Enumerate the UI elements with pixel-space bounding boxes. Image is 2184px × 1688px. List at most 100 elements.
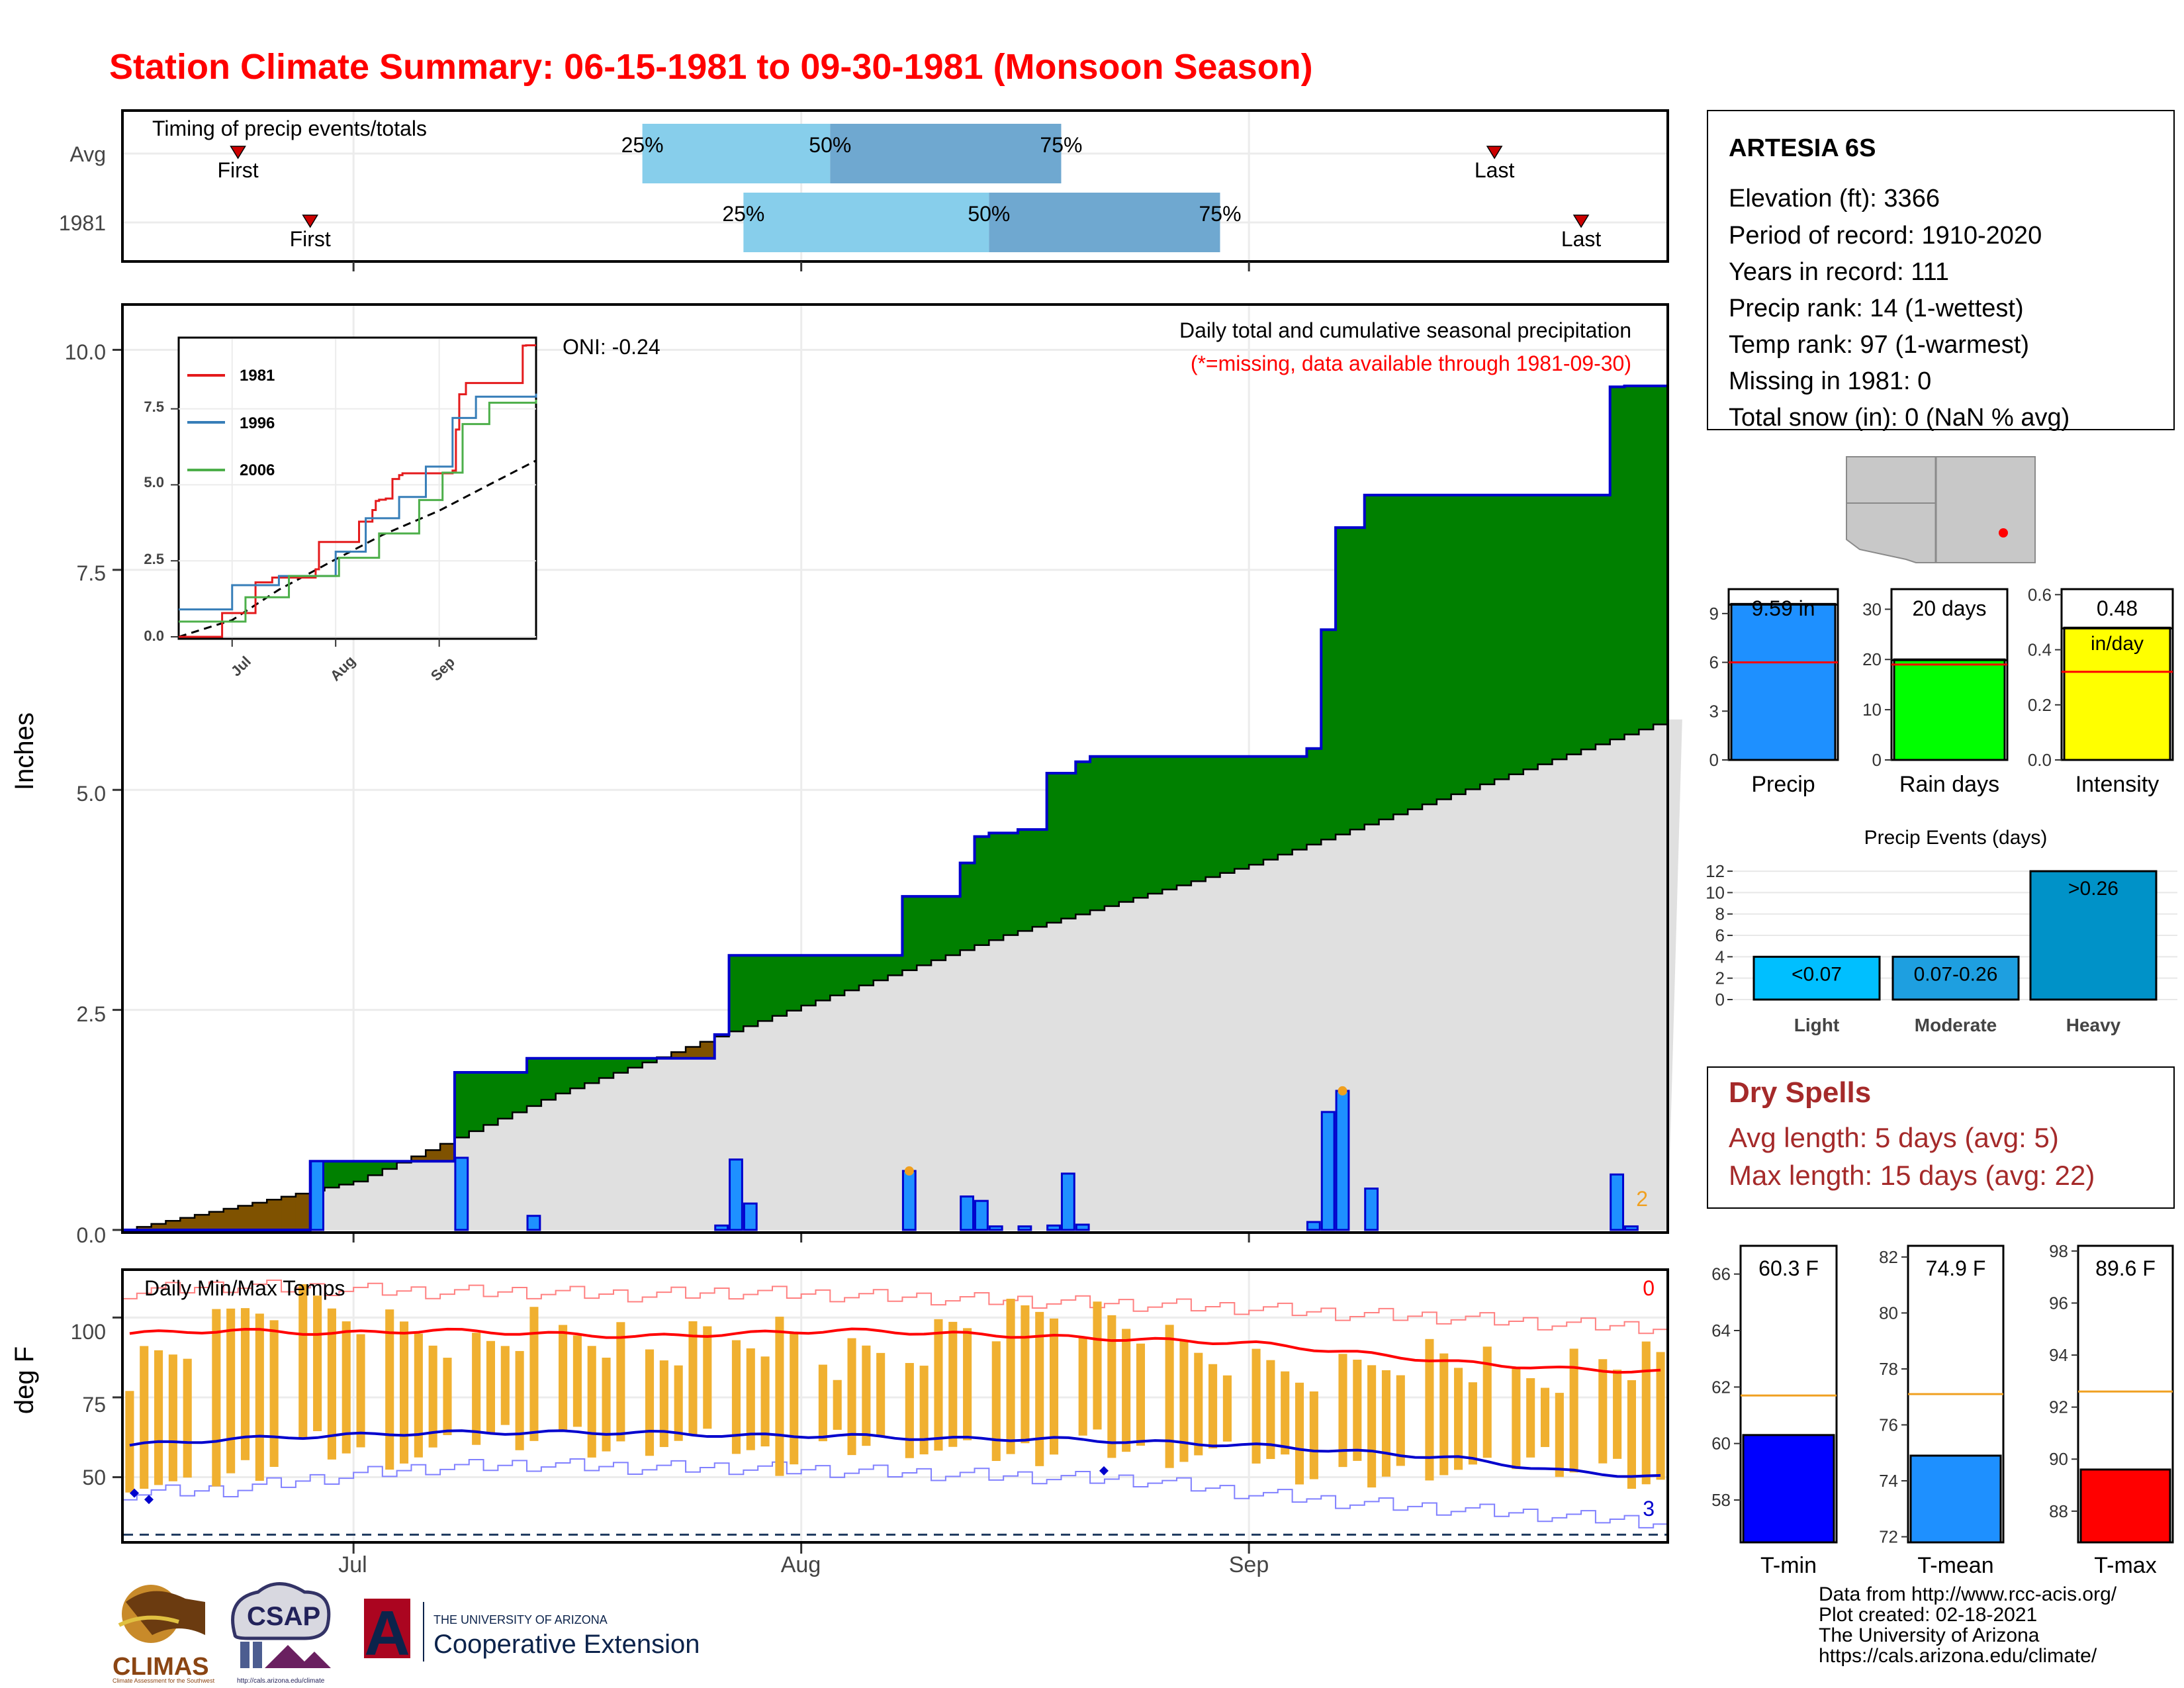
first-event-marker — [302, 214, 319, 228]
temp-summary-bars: 58 60 62 64 66 60.3 F T-min 72 74 76 78 80 82 74.9 F T… — [1711, 1241, 2174, 1578]
above-normal-segment — [1321, 630, 1336, 840]
above-normal-segment — [801, 955, 817, 1006]
ua-top-text: THE UNIVERSITY OF ARIZONA — [433, 1613, 608, 1626]
events-ytick: 10 — [1706, 882, 1725, 902]
summary-ytick: 0.6 — [2028, 585, 2052, 604]
temp-summary-ytick: 76 — [1879, 1415, 1898, 1434]
above-normal-segment — [772, 955, 788, 1016]
daily-temp-bar — [674, 1365, 683, 1441]
summary-value-label: 20 days — [1912, 596, 1986, 620]
events-ytick: 8 — [1715, 904, 1725, 924]
quartile-label: 75% — [1199, 202, 1241, 226]
above-normal-segment — [887, 955, 903, 976]
below-normal-segment — [208, 1211, 224, 1230]
temp-ylabel: deg F — [10, 1346, 39, 1414]
daily-temp-bar — [1613, 1370, 1622, 1459]
temp-summary-ytick: 78 — [1879, 1359, 1898, 1379]
daily-temp-bar — [818, 1364, 827, 1442]
above-normal-segment — [1567, 494, 1582, 755]
above-normal-segment — [512, 1072, 527, 1113]
temp-summary-bar — [2079, 1468, 2171, 1544]
above-normal-segment — [1292, 756, 1308, 850]
temp-summary-ytick: 66 — [1711, 1264, 1731, 1284]
daily-temp-bar — [1598, 1359, 1608, 1464]
summary-ytick: 0.0 — [2028, 750, 2052, 770]
daily-temp-bar — [587, 1346, 596, 1458]
climas-text: CLIMAS — [113, 1653, 209, 1681]
summary-ytick: 0 — [1709, 750, 1719, 770]
temp-summary-ytick: 82 — [1879, 1247, 1898, 1267]
station-line: Missing in 1981: 0 — [1729, 367, 1931, 395]
below-normal-segment — [411, 1156, 426, 1162]
daily-temp-bar — [919, 1366, 929, 1455]
temp-summary-category-label: T-min — [1760, 1553, 1817, 1578]
temp-title: Daily Min/Max Temps — [144, 1276, 345, 1300]
temp-summary-ytick: 64 — [1711, 1321, 1731, 1340]
daily-temp-bar — [991, 1341, 1001, 1462]
daily-temp-bar — [1569, 1348, 1578, 1473]
daily-temp-bar — [1439, 1353, 1449, 1476]
above-normal-segment — [1177, 756, 1192, 886]
above-normal-segment — [498, 1072, 513, 1119]
daily-temp-bar — [559, 1325, 568, 1431]
below-normal-segment — [223, 1209, 239, 1230]
above-normal-segment — [830, 955, 845, 996]
above-normal-segment — [541, 1058, 557, 1100]
daily-temp-bar — [659, 1360, 668, 1447]
timing-row-label-avg: Avg — [69, 142, 106, 166]
above-normal-segment — [1552, 494, 1567, 760]
events-category-label: Light — [1794, 1015, 1839, 1035]
above-normal-segment — [1436, 494, 1452, 800]
above-normal-segment — [1220, 756, 1235, 873]
above-normal-segment — [1336, 528, 1351, 835]
summary-bar — [1730, 602, 1837, 761]
missing-note: (*=missing, data available through 1981-… — [1191, 352, 1631, 375]
avg-min-line — [129, 1429, 1661, 1478]
quartile-bar-upper — [830, 124, 1062, 183]
daily-temp-bar — [154, 1350, 163, 1485]
above-normal-segment — [527, 1058, 542, 1106]
dry-spells-title: Dry Spells — [1729, 1076, 1871, 1109]
above-normal-segment — [1523, 494, 1539, 770]
events-bar-label: <0.07 — [1792, 963, 1842, 985]
above-normal-segment — [1610, 387, 1625, 740]
ua-letter: A — [364, 1598, 410, 1669]
precip-ylabel: Inches — [10, 712, 39, 790]
daily-temp-bar — [1353, 1360, 1362, 1461]
intensity-unit-label: in/day — [2091, 633, 2144, 655]
daily-temp-bar — [183, 1358, 192, 1478]
precip-ytick: 10.0 — [65, 340, 106, 364]
inset-legend-1996: 1996 — [240, 414, 275, 432]
above-normal-segment — [1118, 756, 1134, 902]
record-low-marker — [130, 1488, 139, 1498]
dry-spells-box: Dry Spells Avg length: 5 days (avg: 5) M… — [1707, 1066, 2175, 1209]
daily-temp-bar — [1179, 1340, 1189, 1462]
above-normal-segment — [1133, 756, 1148, 898]
daily-temp-bar — [1526, 1378, 1535, 1458]
footer-line: The University of Arizona — [1819, 1624, 2040, 1646]
record-max-line — [122, 1279, 1668, 1335]
events-ytick: 4 — [1715, 947, 1725, 966]
above-normal-segment — [1595, 494, 1611, 745]
temp-summary-bar — [1909, 1454, 2002, 1544]
x-tick-jul: Jul — [338, 1552, 367, 1577]
summary-ytick: 30 — [1862, 599, 1882, 619]
daily-temp-bar — [313, 1295, 322, 1431]
locator-map — [1843, 453, 2036, 565]
quartile-label: 25% — [722, 202, 764, 226]
above-normal-segment — [367, 1161, 383, 1176]
inset-legend-2006: 2006 — [240, 461, 275, 479]
observed-cumulative-line — [122, 384, 1668, 1231]
above-normal-segment — [1581, 494, 1596, 750]
daily-temp-bar — [1165, 1325, 1174, 1468]
temp-summary-value-label: 74.9 F — [1926, 1256, 1986, 1280]
summary-value-label: 9.59 in — [1751, 596, 1815, 620]
temp-summary-ytick: 80 — [1879, 1303, 1898, 1323]
daily-temp-bar — [1367, 1365, 1377, 1488]
dry-spells-max: Max length: 15 days (avg: 22) — [1729, 1160, 2095, 1191]
daily-temp-bar — [1425, 1338, 1434, 1481]
events-ytick: 12 — [1706, 861, 1725, 881]
quartile-label: 50% — [809, 133, 851, 157]
above-normal-segment — [1162, 756, 1177, 890]
